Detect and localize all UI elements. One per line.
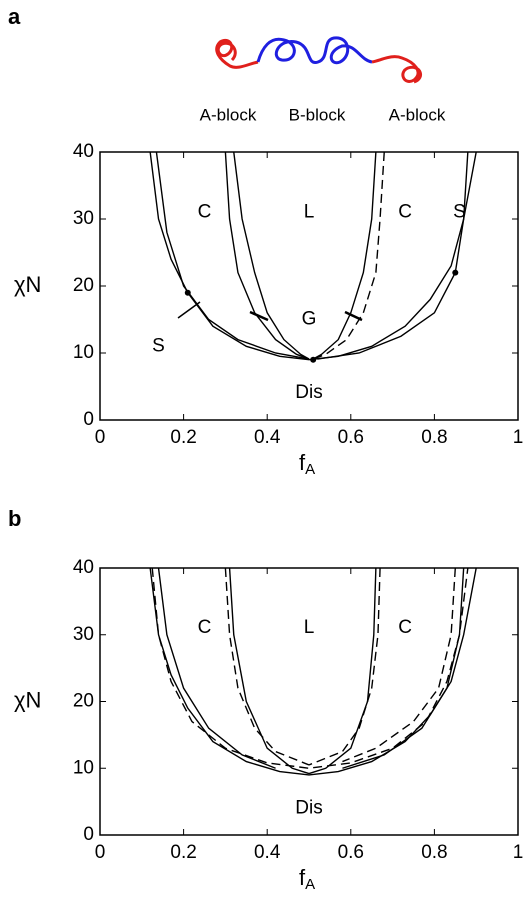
phase-boundary bbox=[155, 152, 310, 360]
phase-boundary bbox=[157, 568, 276, 769]
region-label: S bbox=[152, 335, 165, 356]
phase-boundary bbox=[149, 568, 477, 776]
y-tick-label: 30 bbox=[73, 624, 94, 645]
marker-dot bbox=[310, 356, 317, 363]
block-label: A-block bbox=[389, 105, 446, 124]
phase-boundary bbox=[317, 152, 469, 360]
x-tick-label: 0 bbox=[95, 842, 106, 863]
region-label: Dis bbox=[295, 797, 322, 818]
plot-frame bbox=[99, 151, 519, 421]
region-label: C bbox=[398, 617, 412, 638]
y-tick-label: 20 bbox=[73, 275, 94, 296]
y-tick-label: 40 bbox=[73, 141, 94, 162]
x-tick-label: 0.6 bbox=[338, 842, 364, 863]
region-label: L bbox=[304, 617, 315, 638]
region-label: L bbox=[304, 201, 315, 222]
y-axis-label: χN bbox=[14, 272, 41, 297]
phase-boundary bbox=[224, 568, 310, 766]
y-tick-label: 0 bbox=[83, 824, 94, 845]
phase-boundary bbox=[233, 152, 310, 360]
phase-boundary bbox=[228, 568, 310, 775]
y-tick-label: 40 bbox=[73, 557, 94, 578]
y-tick-label: 10 bbox=[73, 757, 94, 778]
region-label: Dis bbox=[295, 382, 322, 403]
region-label: S bbox=[453, 201, 466, 222]
phase-boundary bbox=[342, 568, 465, 769]
x-tick-label: 0.4 bbox=[254, 427, 281, 448]
x-axis-label-sub: A bbox=[305, 876, 315, 893]
x-tick-label: 1 bbox=[513, 427, 524, 448]
polymer-cartoon bbox=[215, 36, 423, 84]
phase-boundary bbox=[149, 152, 477, 361]
region-label: C bbox=[198, 201, 212, 222]
tick-mark bbox=[249, 310, 269, 322]
region-label: G bbox=[302, 309, 317, 330]
x-tick-label: 0.8 bbox=[421, 842, 447, 863]
y-axis-label: χN bbox=[14, 687, 41, 712]
marker-dot bbox=[452, 269, 459, 276]
x-axis-label-main: f bbox=[299, 865, 306, 890]
tick-mark bbox=[344, 310, 363, 322]
marker-dot bbox=[184, 289, 191, 296]
y-tick-label: 10 bbox=[73, 342, 94, 363]
x-axis-label-sub: A bbox=[305, 461, 315, 478]
x-axis-label: fA bbox=[299, 450, 315, 478]
phase-boundary bbox=[342, 568, 456, 763]
phase-boundary bbox=[308, 568, 377, 775]
x-tick-label: 0.4 bbox=[254, 842, 281, 863]
y-tick-label: 20 bbox=[73, 691, 94, 712]
block-label: B-block bbox=[289, 105, 346, 124]
region-label: C bbox=[398, 201, 412, 222]
region-label: C bbox=[198, 617, 212, 638]
plot-frame bbox=[99, 567, 519, 836]
x-tick-label: 1 bbox=[513, 842, 524, 863]
x-tick-label: 0.2 bbox=[170, 842, 196, 863]
x-tick-label: 0.6 bbox=[338, 427, 364, 448]
phase-boundary bbox=[308, 568, 381, 766]
block-label: A-block bbox=[200, 105, 257, 124]
x-tick-label: 0.2 bbox=[170, 427, 196, 448]
panel-letter: b bbox=[8, 506, 21, 531]
y-tick-label: 30 bbox=[73, 208, 94, 229]
x-tick-label: 0.8 bbox=[421, 427, 447, 448]
x-axis-label: fA bbox=[299, 865, 315, 893]
x-tick-label: 0 bbox=[95, 427, 106, 448]
pointer-arrow bbox=[177, 301, 201, 319]
x-axis-label-main: f bbox=[299, 450, 306, 475]
panel-letter: a bbox=[8, 4, 21, 29]
phase-boundary bbox=[151, 568, 469, 769]
y-tick-label: 0 bbox=[83, 409, 94, 430]
phase-boundary bbox=[312, 152, 377, 360]
